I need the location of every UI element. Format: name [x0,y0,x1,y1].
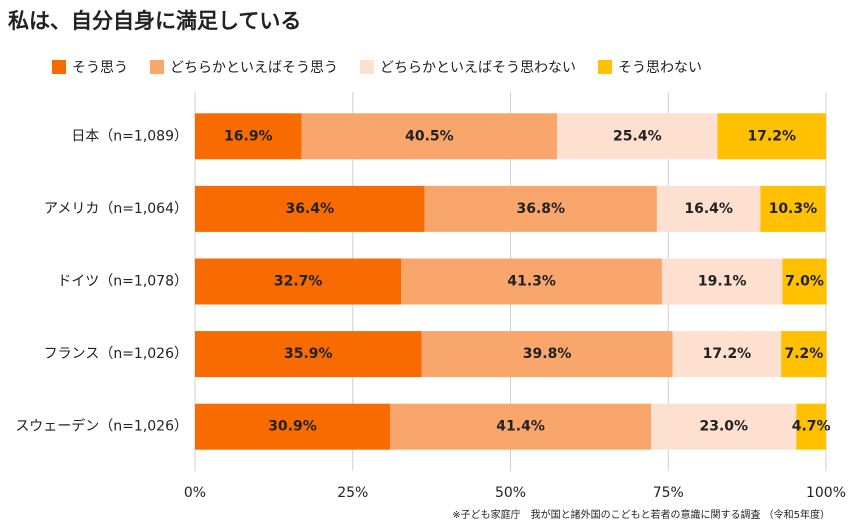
value-label: 32.7% [274,274,323,290]
legend-swatch [150,60,164,74]
value-label: 39.8% [523,346,572,362]
bar-segment [195,331,422,378]
y-tick-label: アメリカ（n=1,064） [44,201,188,217]
bar-segment [672,331,782,378]
value-label: 7.0% [785,274,824,290]
bar-segment [195,258,402,305]
x-tick-label: 50% [495,485,526,501]
x-tick-label: 0% [184,485,206,501]
legend-swatch [360,60,374,74]
value-label: 19.1% [698,274,747,290]
legend-label: どちらかといえばそう思う [170,60,338,76]
value-label: 41.3% [507,274,556,290]
value-label: 40.5% [405,128,454,144]
value-label: 36.4% [286,201,335,217]
x-tick-label: 25% [337,485,368,501]
bar-segment [717,113,826,160]
value-label: 17.2% [703,346,752,362]
bar-segment [781,331,827,378]
bar-segment [421,331,673,378]
y-tick-label: スウェーデン（n=1,026） [15,418,188,435]
footnote: ※子ども家庭庁 我が国と諸外国のこどもと若者の意識に関する調査 （令和5年度） [452,508,830,521]
bar-segment [195,185,425,232]
bar-segment [389,403,652,450]
bar-segment [651,403,797,450]
value-label: 41.4% [496,419,545,435]
y-tick-label: フランス（n=1,026） [44,346,188,362]
value-label: 23.0% [699,419,748,435]
bar-segment [195,403,390,450]
x-tick-label: 100% [806,485,846,501]
legend-swatch [598,60,612,74]
bar-segment [195,113,302,160]
bar-segment [796,403,826,450]
value-label: 17.2% [747,128,796,144]
bar-segment [301,113,558,160]
value-label: 30.9% [268,419,317,435]
y-tick-label: 日本（n=1,089） [71,128,188,144]
value-label: 4.7% [792,419,831,435]
value-label: 16.4% [684,201,733,217]
bar-segment [401,258,662,305]
bar-segment [782,258,827,305]
y-tick-label: ドイツ（n=1,078） [57,274,188,290]
value-label: 35.9% [284,346,333,362]
value-label: 16.9% [224,128,273,144]
value-label: 7.2% [785,346,824,362]
legend-label: そう思う [72,60,128,76]
x-tick-label: 75% [653,485,684,501]
value-label: 25.4% [613,128,662,144]
legend-label: どちらかといえばそう思わない [380,60,576,76]
bar-segment [656,185,761,232]
value-label: 36.8% [516,201,565,217]
legend-swatch [52,60,66,74]
chart-title: 私は、自分自身に満足している [8,9,301,33]
bar-segment [424,185,657,232]
bar-segment [557,113,718,160]
bar-segment [760,185,826,232]
value-label: 10.3% [769,201,818,217]
bar-segment [661,258,783,305]
legend-label: そう思わない [618,60,702,76]
